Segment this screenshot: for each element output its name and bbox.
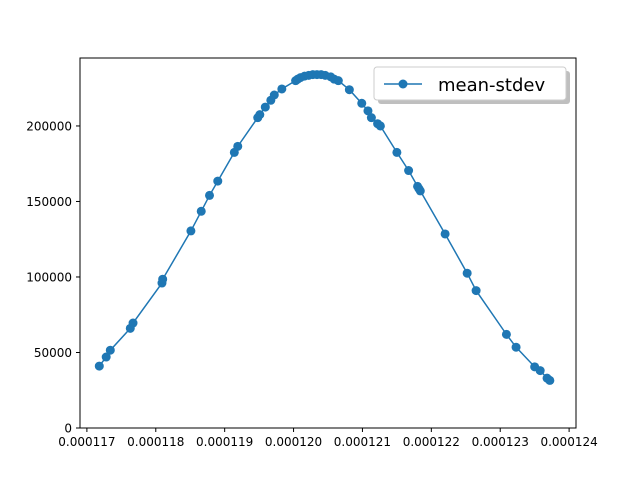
data-point <box>404 166 414 176</box>
data-point <box>501 329 511 339</box>
x-tick-label: 0.000118 <box>127 435 184 449</box>
data-point <box>545 375 555 385</box>
axes-background <box>80 58 576 428</box>
data-point <box>94 361 104 371</box>
data-point <box>375 121 385 131</box>
y-tick-label: 100000 <box>26 270 72 284</box>
data-point <box>462 268 472 278</box>
data-point <box>366 113 376 123</box>
x-tick-label: 0.000121 <box>334 435 391 449</box>
data-point <box>186 226 196 236</box>
data-point <box>269 90 279 100</box>
x-tick-label: 0.000123 <box>472 435 529 449</box>
y-tick-label: 150000 <box>26 195 72 209</box>
data-point <box>357 98 367 108</box>
x-tick-label: 0.000120 <box>265 435 322 449</box>
legend-box <box>373 66 567 101</box>
data-point <box>535 366 545 376</box>
legend-entry-label: mean-stdev <box>438 75 545 96</box>
legend-marker-swatch <box>398 79 408 89</box>
data-point <box>158 274 168 284</box>
y-axis: 0 50000 100000 150000 200000 <box>26 119 80 436</box>
y-tick-label: 200000 <box>26 119 72 133</box>
y-tick-label: 50000 <box>34 346 72 360</box>
data-point <box>277 84 287 94</box>
x-axis: 0.000117 0.000118 0.000119 0.000120 0.000121… <box>58 428 598 449</box>
data-point <box>471 286 481 296</box>
x-tick-label: 0.000122 <box>403 435 460 449</box>
series-markers <box>94 70 555 385</box>
x-tick-label: 0.000124 <box>540 435 597 449</box>
legend: mean-stdev <box>373 66 570 104</box>
data-point <box>213 176 223 186</box>
data-point <box>392 147 402 157</box>
data-point <box>440 229 450 239</box>
data-point <box>196 206 206 216</box>
data-point <box>205 190 215 200</box>
data-point <box>233 141 243 151</box>
data-point <box>333 76 343 86</box>
x-tick-label: 0.000119 <box>196 435 253 449</box>
data-point <box>260 102 270 112</box>
y-tick-label: 0 <box>64 422 72 436</box>
x-tick-label: 0.000117 <box>58 435 115 449</box>
plot-area <box>79 57 577 429</box>
data-point <box>415 186 425 196</box>
data-point <box>105 345 115 355</box>
data-point <box>511 342 521 352</box>
data-point <box>344 85 354 95</box>
data-point <box>255 110 265 120</box>
data-point <box>101 352 111 362</box>
data-point <box>363 106 373 116</box>
data-point <box>128 318 138 328</box>
axes-frame <box>79 57 577 429</box>
